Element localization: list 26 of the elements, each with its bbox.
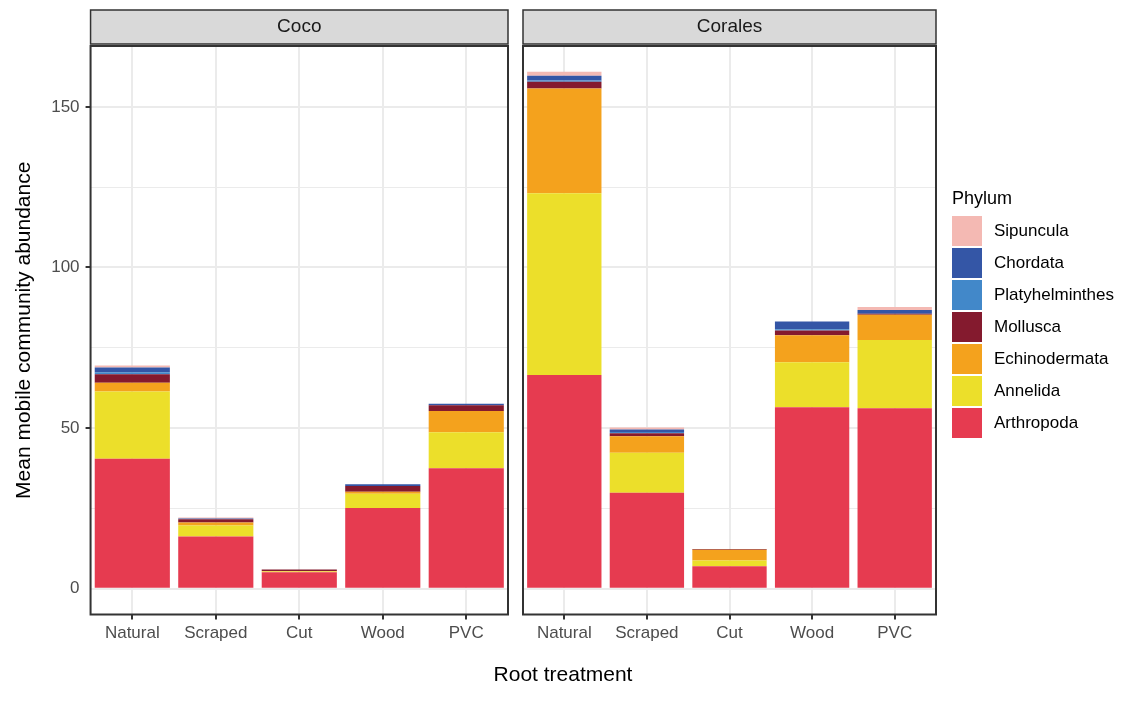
legend-label: Annelida <box>994 380 1061 401</box>
x-tick-label: Scraped <box>184 623 248 643</box>
y-tick-label: 150 <box>51 96 80 116</box>
legend-label: Arthropoda <box>994 412 1079 433</box>
x-tick-label: Natural <box>536 623 592 643</box>
x-tick-label: Scraped <box>615 623 679 643</box>
legend-label: Sipuncula <box>994 220 1069 241</box>
legend-label: Platyhelminthes <box>994 284 1115 305</box>
y-axis-title: Mean mobile community abundance <box>11 161 35 499</box>
legend-label: Mollusca <box>994 316 1062 337</box>
chart-title: Coco <box>277 15 322 37</box>
chart-title: Corales <box>696 15 763 37</box>
legend-title: Phylum <box>952 187 1014 209</box>
x-tick-label: Natural <box>104 623 160 643</box>
y-tick-label: 50 <box>60 417 80 437</box>
legend-label: Echinodermata <box>994 348 1109 369</box>
legend-label: Chordata <box>994 252 1064 273</box>
y-tick-label: 0 <box>70 578 80 598</box>
x-tick-label: PVC <box>877 623 913 643</box>
y-tick-label: 100 <box>51 257 80 277</box>
x-tick-label: Cut <box>286 623 313 643</box>
x-tick-label: PVC <box>448 623 484 643</box>
x-tick-label: Wood <box>790 623 835 643</box>
x-tick-label: Cut <box>716 623 743 643</box>
x-tick-label: Wood <box>360 623 405 643</box>
x-axis-title: Root treatment <box>492 662 634 686</box>
